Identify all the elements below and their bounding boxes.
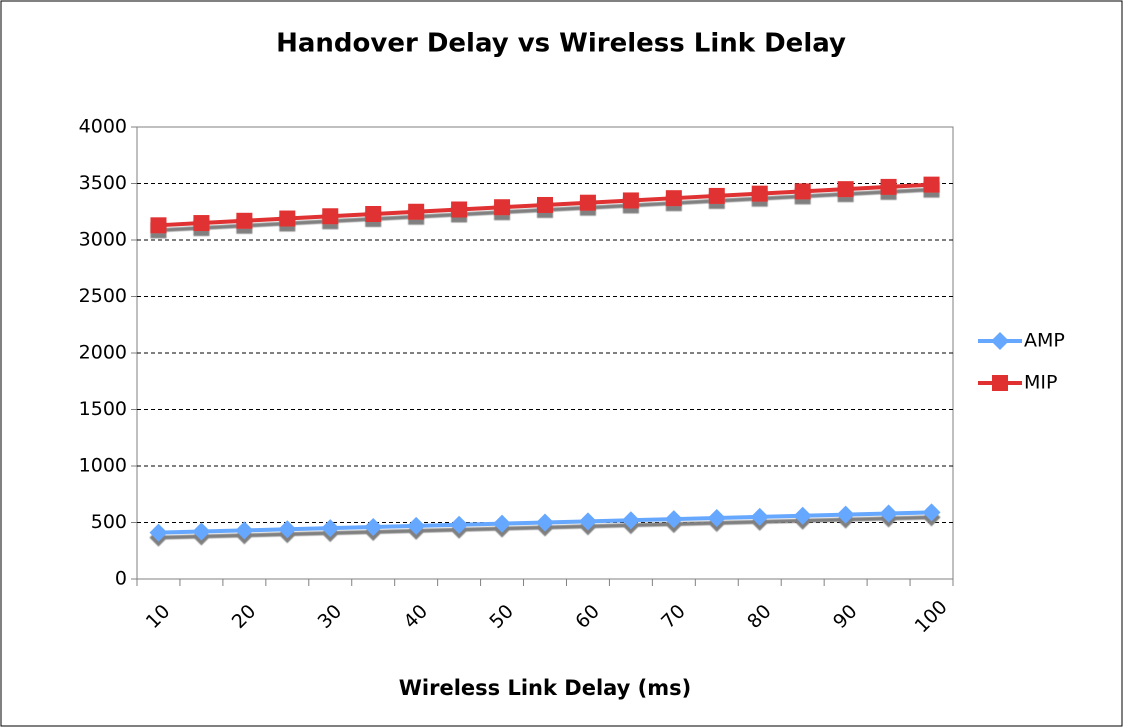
marker [665, 190, 682, 207]
y-tick-label: 500 [91, 511, 127, 533]
marker [322, 208, 339, 225]
y-tick-label: 2500 [79, 285, 127, 307]
marker [493, 514, 512, 533]
marker [408, 203, 425, 220]
marker [579, 194, 596, 211]
marker [622, 192, 639, 209]
y-tick-label: 3500 [79, 172, 127, 194]
marker [708, 187, 725, 204]
marker [537, 196, 553, 213]
marker [922, 503, 941, 522]
marker [235, 521, 254, 540]
marker [279, 210, 296, 227]
y-tick-label: 4000 [79, 116, 127, 138]
y-tick-label: 2000 [79, 342, 127, 364]
marker [193, 215, 210, 232]
marker [837, 181, 854, 198]
y-tick-label: 0 [115, 568, 127, 590]
marker [192, 522, 211, 541]
marker [494, 199, 511, 216]
marker [365, 206, 382, 223]
series [149, 503, 941, 542]
marker [621, 511, 640, 530]
marker [991, 332, 1009, 350]
y-tick-label: 3000 [79, 229, 127, 251]
marker [450, 515, 469, 534]
marker [879, 504, 898, 523]
marker [364, 518, 383, 537]
marker [751, 185, 768, 202]
marker [923, 176, 940, 193]
marker [536, 513, 554, 532]
legend-label: AMP [1024, 330, 1065, 352]
marker [707, 508, 726, 527]
marker [750, 507, 769, 526]
chart-title: Handover Delay vs Wireless Link Delay [276, 29, 846, 59]
marker [794, 183, 811, 200]
marker [992, 375, 1008, 391]
x-axis-title: Wireless Link Delay (ms) [399, 676, 692, 700]
marker [149, 523, 168, 542]
marker [407, 516, 426, 535]
marker [793, 506, 812, 525]
marker [664, 510, 683, 529]
marker [451, 201, 468, 218]
marker [150, 217, 167, 234]
y-tick-label: 1000 [79, 455, 127, 477]
marker [578, 512, 597, 531]
marker [278, 520, 297, 539]
marker [836, 505, 855, 524]
marker [236, 212, 253, 229]
y-tick-label: 1500 [79, 398, 127, 420]
series [150, 176, 940, 234]
legend-label: MIP [1024, 372, 1057, 394]
marker [880, 178, 897, 195]
marker [321, 519, 340, 538]
